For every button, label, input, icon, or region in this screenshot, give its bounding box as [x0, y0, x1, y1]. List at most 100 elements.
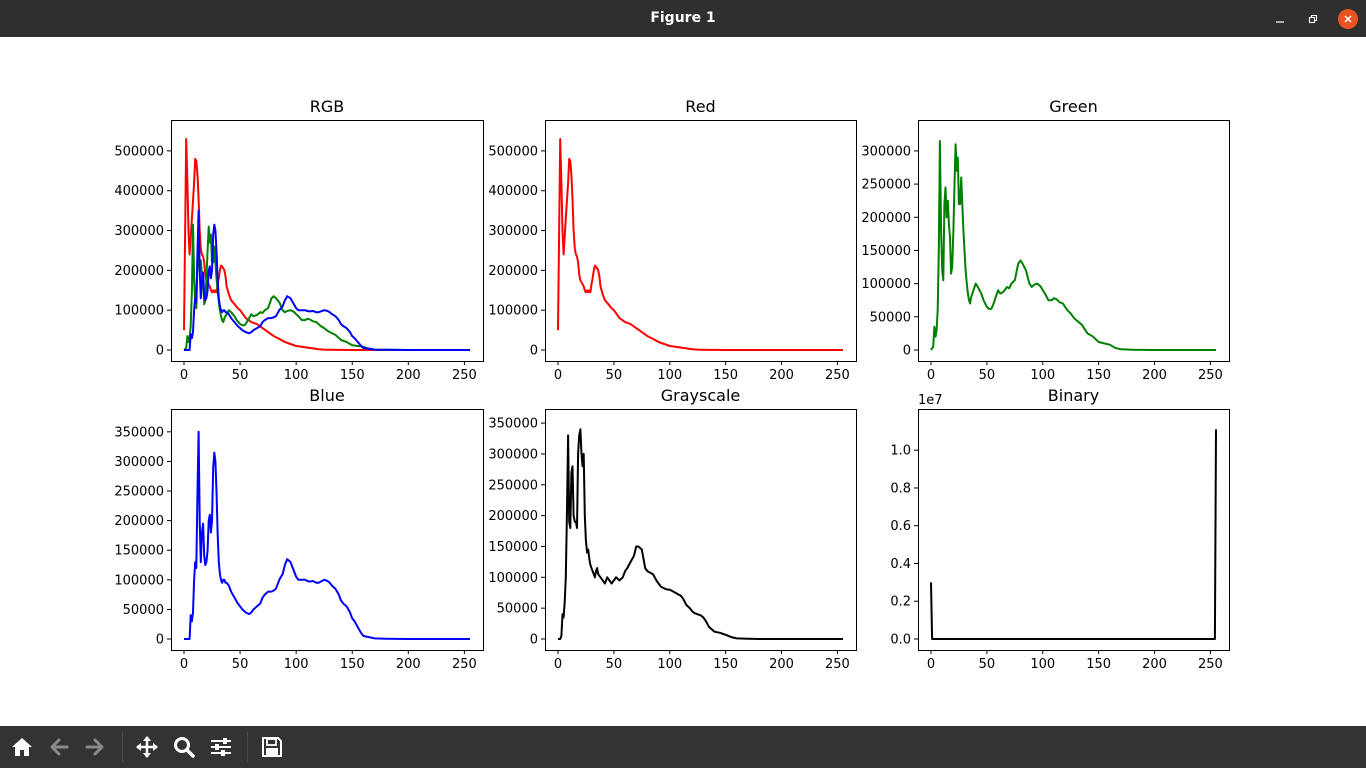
y-tick-label: 500000	[488, 144, 538, 159]
y-tick-label: 300000	[114, 224, 164, 239]
minimize-button[interactable]	[1270, 9, 1290, 29]
y-tick-label: 0.4	[890, 557, 911, 572]
x-tick-label: 250	[452, 657, 477, 672]
x-tick-label: 50	[979, 368, 996, 383]
subplot-green: Green 0 50 100 150 200 250 0 50000 100000 150000 20…	[861, 97, 1230, 383]
series-line-gray	[558, 428, 843, 640]
y-tick-label: 400000	[488, 184, 538, 199]
series-line-red	[557, 138, 843, 351]
x-tick-label: 100	[657, 368, 682, 383]
zoom-magnifier-icon	[174, 737, 195, 758]
y-tick-label: 150000	[861, 244, 911, 259]
close-icon	[1344, 15, 1352, 23]
y-tick-label: 0.6	[890, 519, 911, 534]
restore-icon	[1308, 14, 1318, 24]
save-button[interactable]	[260, 735, 284, 759]
window-title: Figure 1	[650, 10, 716, 26]
restore-button[interactable]	[1303, 9, 1323, 29]
x-tick-label: 200	[396, 657, 421, 672]
forward-arrow-icon	[85, 738, 104, 756]
y-tick-label: 350000	[488, 417, 538, 432]
subplot-blue: Blue 0 50 100 150 200 250 0 50000 100000 150000 200…	[114, 386, 484, 672]
subplot-title: Grayscale	[661, 386, 740, 405]
forward-button[interactable]	[83, 735, 107, 759]
y-offset-label: 1e7	[918, 393, 943, 408]
y-tick-label: 200000	[114, 514, 164, 529]
axes-frame	[171, 120, 484, 362]
subplot-binary: Binary 0 50 100 150 200 250 0.0 0.2 0.4 0.6 0.8 1.0 1…	[890, 386, 1230, 672]
navigation-toolbar	[0, 726, 1366, 768]
y-tick-label: 0	[530, 344, 538, 359]
subplot-title: Green	[1049, 97, 1097, 116]
x-tick-label: 250	[825, 657, 850, 672]
toolbar-separator	[122, 732, 123, 762]
pan-move-icon	[136, 736, 158, 758]
save-floppy-icon	[262, 737, 282, 757]
subplot-title: Binary	[1048, 386, 1099, 405]
series-line-blue	[184, 430, 470, 640]
x-tick-label: 100	[657, 657, 682, 672]
x-tick-label: 200	[396, 368, 421, 383]
y-tick-label: 1.0	[890, 444, 911, 459]
y-tick-label: 0	[903, 344, 911, 359]
minimize-icon	[1276, 21, 1284, 23]
subplot-rgb: RGB 0 50 100 150 200 250 0 100000 200000 300000 400…	[114, 97, 484, 383]
home-button[interactable]	[10, 735, 34, 759]
x-tick-label: 0	[927, 368, 935, 383]
x-tick-label: 150	[1086, 657, 1111, 672]
zoom-button[interactable]	[172, 735, 196, 759]
x-tick-label: 150	[1086, 368, 1111, 383]
y-tick-label: 250000	[114, 485, 164, 500]
x-tick-label: 0	[180, 657, 188, 672]
x-tick-label: 200	[769, 368, 794, 383]
y-tick-label: 350000	[114, 425, 164, 440]
x-tick-label: 50	[606, 657, 623, 672]
series-line-blue	[184, 209, 470, 351]
back-button[interactable]	[47, 735, 71, 759]
subplot-grayscale: Grayscale 0 50 100 150 200 250 0 50000 100000 1500…	[488, 386, 857, 672]
subplot-title: Blue	[309, 386, 344, 405]
y-tick-label: 300000	[114, 455, 164, 470]
y-tick-label: 200000	[861, 211, 911, 226]
close-button[interactable]	[1338, 9, 1358, 29]
axes-frame	[918, 120, 1230, 362]
x-tick-label: 250	[1198, 368, 1223, 383]
x-tick-label: 100	[1030, 657, 1055, 672]
x-tick-label: 100	[1030, 368, 1055, 383]
y-tick-label: 0.0	[890, 633, 911, 648]
y-tick-label: 50000	[123, 603, 164, 618]
y-tick-label: 0.2	[890, 595, 911, 610]
x-tick-label: 0	[927, 657, 935, 672]
series-line-red	[183, 138, 470, 351]
subplot-title: RGB	[310, 97, 345, 116]
y-tick-label: 50000	[497, 602, 538, 617]
y-tick-label: 150000	[114, 544, 164, 559]
y-tick-label: 100000	[488, 304, 538, 319]
subplot-title: Red	[685, 97, 715, 116]
y-tick-label: 0	[156, 344, 164, 359]
y-tick-label: 250000	[488, 478, 538, 493]
x-tick-label: 100	[284, 657, 309, 672]
y-tick-label: 50000	[870, 310, 911, 325]
x-tick-label: 200	[1142, 368, 1167, 383]
y-tick-label: 200000	[488, 264, 538, 279]
toolbar-separator	[247, 732, 248, 762]
axes-frame	[545, 120, 857, 362]
y-tick-label: 200000	[114, 264, 164, 279]
y-tick-label: 0	[530, 633, 538, 648]
pan-button[interactable]	[135, 735, 159, 759]
x-tick-label: 0	[554, 657, 562, 672]
x-tick-label: 100	[284, 368, 309, 383]
x-tick-label: 250	[825, 368, 850, 383]
home-icon	[12, 738, 32, 756]
configure-subplots-button[interactable]	[209, 735, 233, 759]
x-tick-label: 50	[232, 368, 249, 383]
x-tick-label: 50	[979, 657, 996, 672]
y-tick-label: 0	[156, 633, 164, 648]
x-tick-label: 150	[340, 368, 365, 383]
axes-frame	[171, 409, 484, 651]
x-tick-label: 0	[180, 368, 188, 383]
y-tick-label: 100000	[114, 304, 164, 319]
series-line-binary	[930, 429, 1217, 640]
